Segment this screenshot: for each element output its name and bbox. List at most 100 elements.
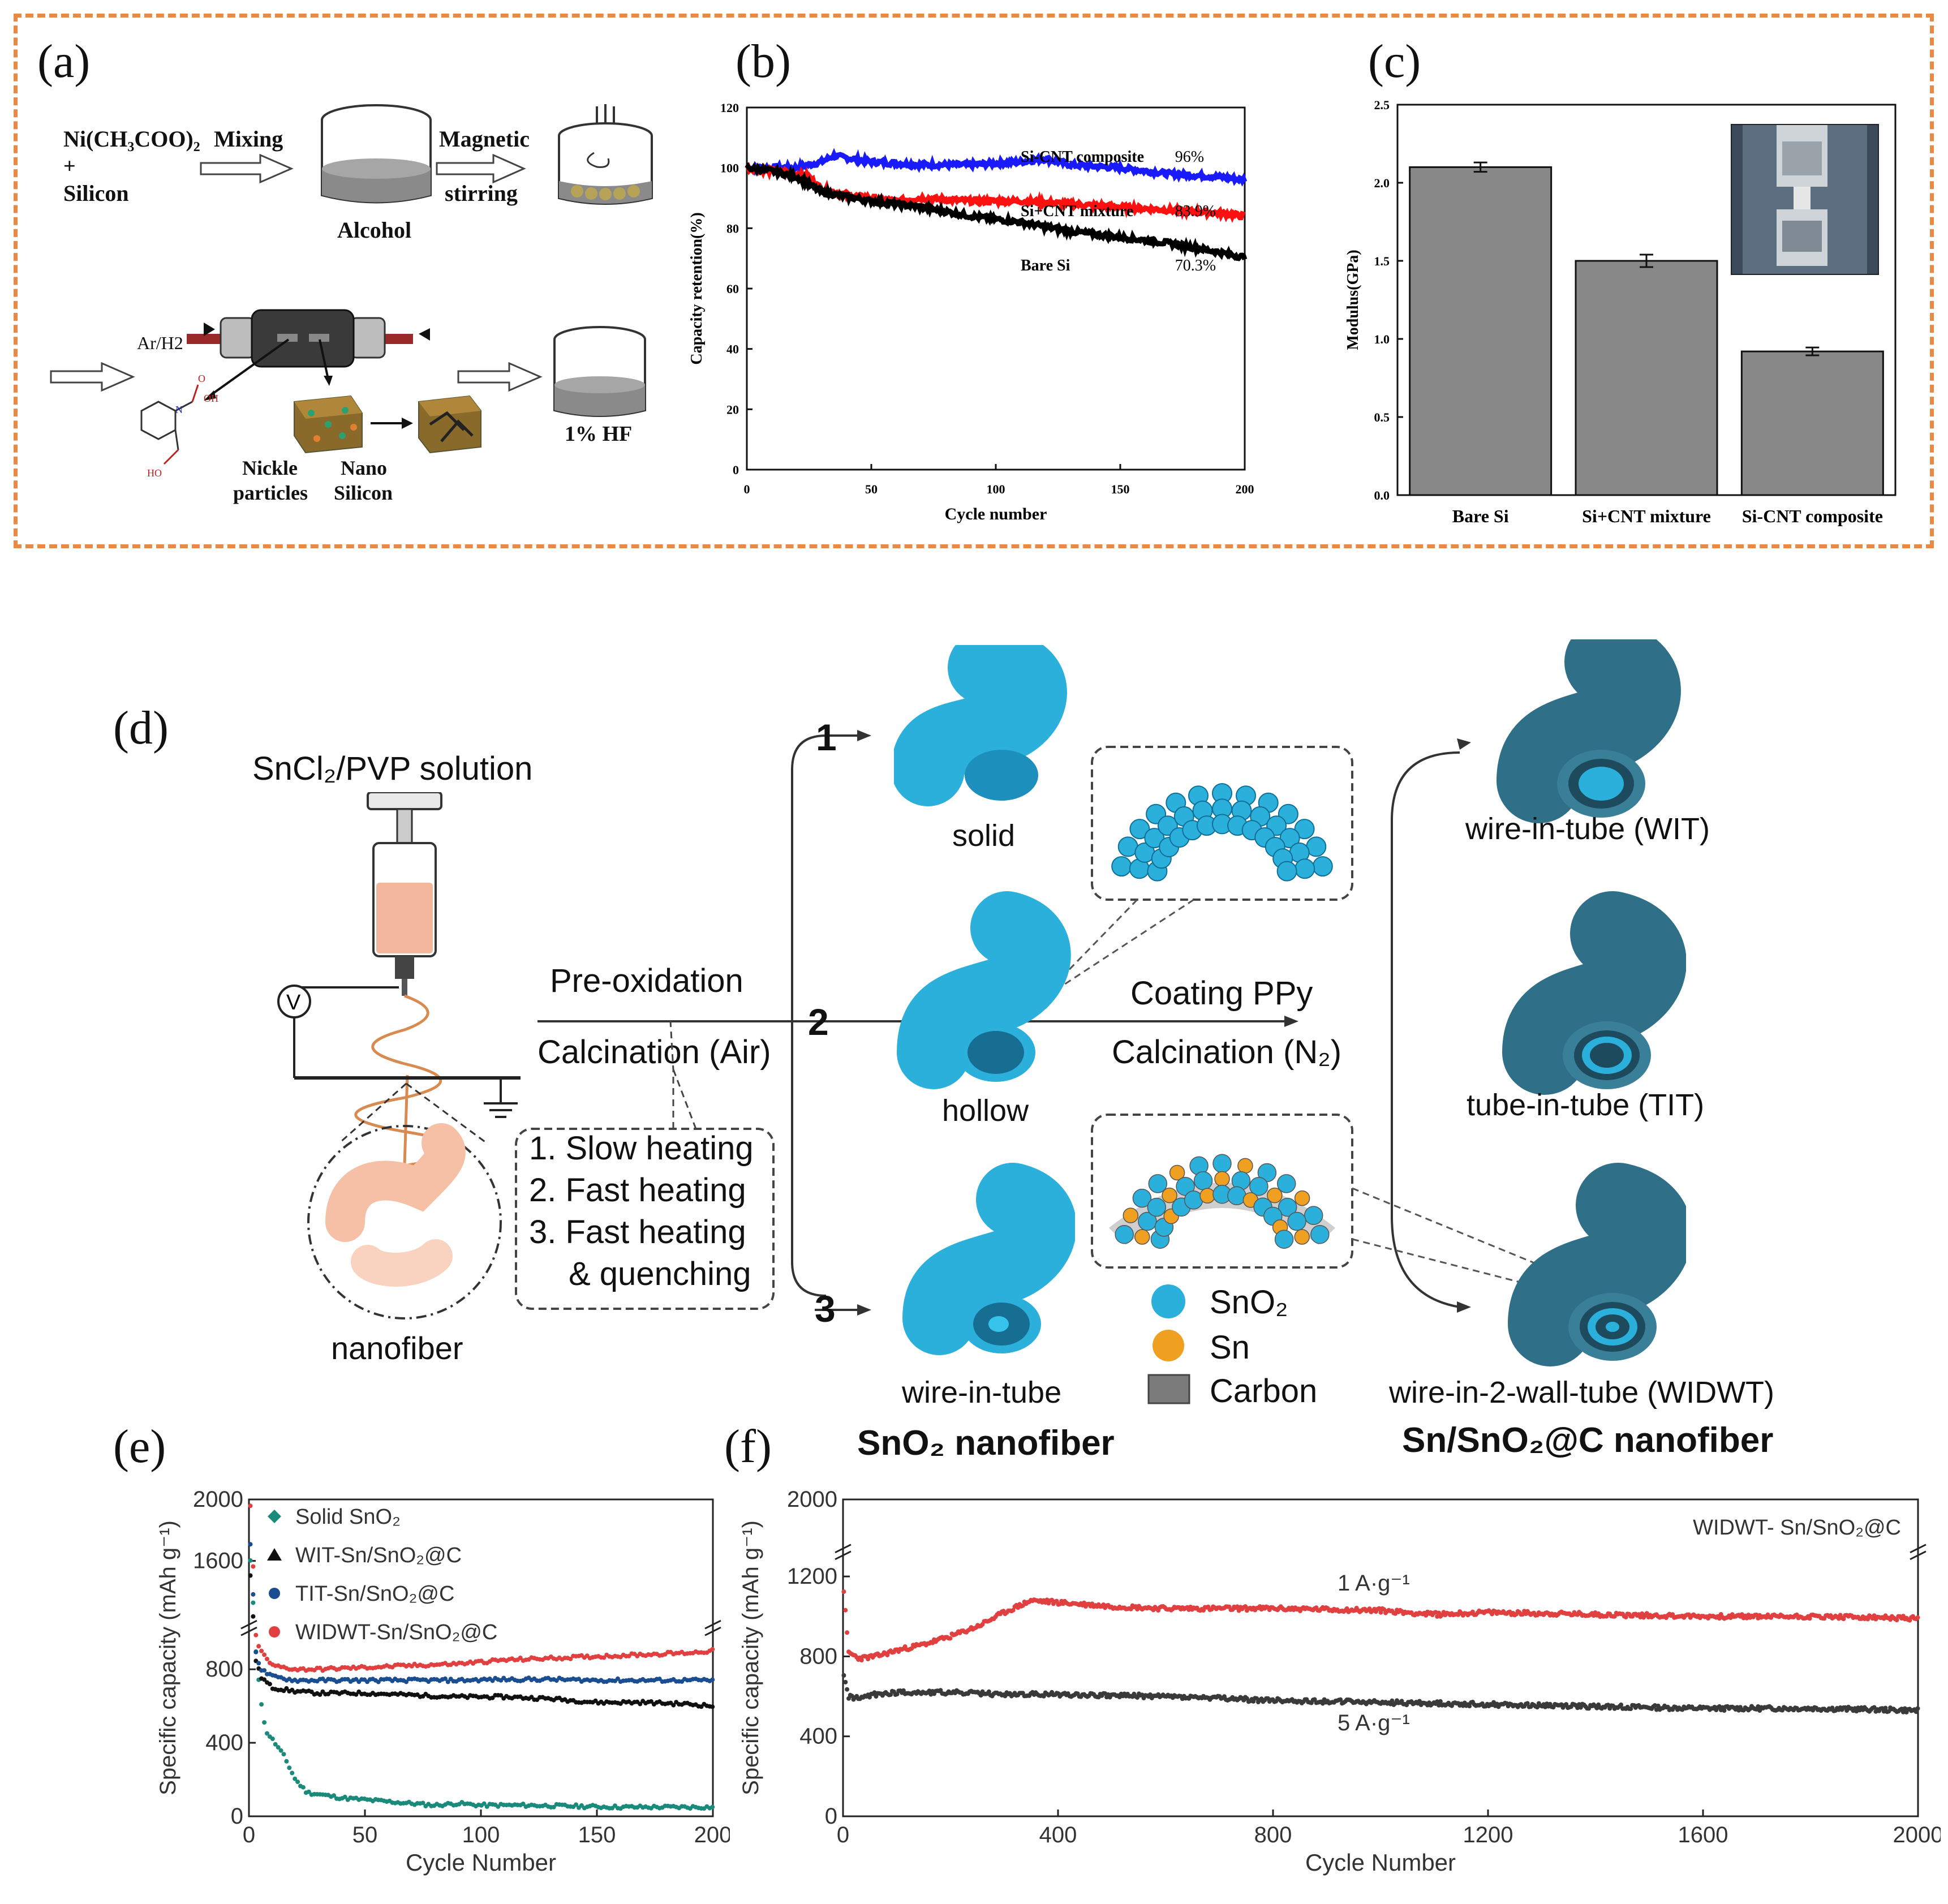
data-point — [332, 1793, 337, 1798]
series-1 — [248, 1573, 715, 1709]
molecule-n-text: N — [175, 404, 183, 415]
x-tick-label: 0 — [837, 1823, 849, 1847]
data-point — [248, 1558, 253, 1563]
data-point — [1915, 1706, 1920, 1711]
x-tick-label: 50 — [352, 1823, 378, 1847]
y-tick-label: 2000 — [193, 1487, 243, 1512]
annotation-1a: 1 A·g⁻¹ — [1338, 1571, 1410, 1596]
sn-particle — [1134, 1229, 1150, 1245]
data-point — [1435, 1614, 1440, 1619]
axis-break-mark — [240, 1619, 257, 1630]
legend-label-0: Solid SnO₂ — [295, 1505, 401, 1529]
sno2-particle — [1184, 1190, 1203, 1210]
molecule-icon: OH HO N O — [140, 373, 218, 479]
x-tick-label: 150 — [1111, 482, 1130, 496]
data-point — [248, 1503, 253, 1508]
wire-in-tube-label: wire-in-tube — [902, 1376, 1062, 1409]
data-point — [1128, 1606, 1133, 1611]
nano-label-2: Silicon — [334, 482, 393, 504]
data-point — [1041, 1694, 1046, 1699]
series-name-1: Si+CNT mixture — [1021, 203, 1133, 220]
data-point — [1054, 1598, 1059, 1604]
data-point — [278, 1748, 283, 1753]
data-point — [518, 1656, 523, 1660]
data-point — [259, 1648, 264, 1653]
y-tick-label: 20 — [726, 402, 739, 416]
data-point — [251, 1564, 256, 1569]
annotation-5a: 5 A·g⁻¹ — [1338, 1710, 1410, 1735]
data-point — [1900, 1709, 1906, 1714]
panel-a-drawing: OH HO N O — [50, 104, 653, 479]
sno2-particle — [1276, 1174, 1296, 1193]
sno2-particle — [1279, 828, 1300, 849]
nickle-silicon-cube-icon — [294, 395, 363, 454]
sno2-particle — [1312, 856, 1333, 877]
data-point — [265, 1657, 269, 1661]
sn-particle — [1294, 1229, 1310, 1245]
legend-marker-3 — [269, 1626, 280, 1637]
pre-oxidation-label: Pre-oxidation — [550, 962, 743, 999]
data-point — [1619, 1702, 1624, 1707]
legend-label-1: WIT-Sn/SnO₂@C — [295, 1544, 462, 1567]
data-point — [888, 1692, 893, 1697]
series-1 — [841, 1673, 1920, 1714]
carbon-legend-icon — [1147, 1374, 1190, 1404]
data-point — [256, 1661, 261, 1666]
data-point — [262, 1720, 267, 1725]
data-point — [671, 1703, 676, 1708]
calcination-n2-label: Calcination (N₂) — [1112, 1034, 1342, 1071]
sno2-fibers — [894, 645, 1075, 1355]
bar-0 — [1409, 166, 1553, 496]
series-annotation-2: 70.3% — [1175, 257, 1216, 274]
y-tick-label: 1.5 — [1374, 254, 1390, 268]
data-point — [1390, 1698, 1395, 1703]
nickle-label-1: Nickle — [242, 457, 298, 479]
sno2-particle — [1227, 1186, 1246, 1206]
data-point — [568, 1656, 573, 1661]
data-point — [710, 1804, 715, 1810]
tit-fiber-icon — [1502, 891, 1686, 1095]
data-point — [1894, 1618, 1899, 1623]
data-point — [710, 1647, 715, 1652]
x-tick-label: 200 — [694, 1823, 730, 1847]
data-point — [1467, 1704, 1472, 1709]
data-point — [1377, 1606, 1382, 1611]
legend-marker-1 — [267, 1548, 282, 1561]
data-point — [284, 1686, 289, 1691]
data-point — [1578, 1705, 1583, 1710]
data-point — [1564, 1702, 1569, 1707]
solid-label: solid — [952, 819, 1016, 853]
wit-fiber-icon — [1497, 639, 1681, 823]
sno2-particle — [1129, 819, 1150, 840]
sn-particle — [1294, 1190, 1310, 1206]
x-axis-label: Cycle Number — [406, 1849, 556, 1876]
sn-particle — [1267, 1187, 1283, 1204]
y-tick-label: 2.5 — [1374, 98, 1390, 112]
sno2-particle — [1147, 1197, 1167, 1217]
reagent-ni-acetate: Ni(CH₃COO)₂ — [63, 126, 200, 152]
legend-label-3: WIDWT-Sn/SnO₂@C — [295, 1621, 497, 1644]
beaker-alcohol-label: Alcohol — [337, 217, 412, 243]
molecule-oh-text: OH — [204, 393, 218, 404]
data-point — [445, 1679, 450, 1684]
data-point — [615, 1676, 620, 1681]
heating-2-label: 2. Fast heating — [529, 1172, 746, 1209]
x-tick-label: 0 — [744, 482, 750, 496]
data-point — [262, 1652, 267, 1657]
data-point — [276, 1745, 281, 1750]
sno2-particle — [1274, 1230, 1294, 1249]
data-point — [710, 1704, 715, 1709]
chart-b: 0 50 100 150 200 0 20 40 60 80 100 120 Cycle number C… — [688, 101, 1254, 523]
data-point — [317, 1692, 322, 1697]
y-tick-label: 800 — [205, 1657, 243, 1682]
sno2-particle — [1294, 819, 1315, 840]
data-point — [710, 1677, 715, 1682]
x-tick-label: 150 — [578, 1823, 616, 1847]
data-point — [1135, 1695, 1140, 1700]
beaker-icon — [321, 104, 432, 204]
category-label-2: Si-CNT composite — [1742, 506, 1883, 526]
y-tick-label: 400 — [205, 1730, 243, 1755]
electrospinning-setup: V — [277, 792, 521, 1320]
wire-in-tube-fiber-icon — [902, 1163, 1075, 1355]
data-point — [262, 1668, 267, 1673]
